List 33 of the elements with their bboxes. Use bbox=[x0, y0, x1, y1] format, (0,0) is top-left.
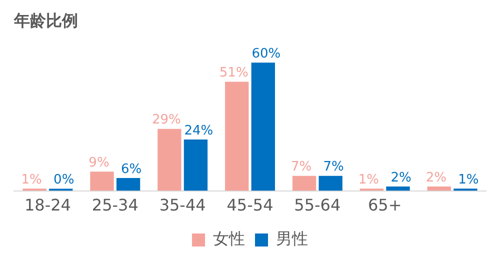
legend-label: 男性 bbox=[276, 229, 308, 248]
data-label: 1% bbox=[21, 172, 42, 188]
bar bbox=[427, 186, 451, 191]
data-label: 9% bbox=[88, 155, 110, 170]
bar bbox=[184, 140, 208, 191]
bar bbox=[90, 172, 114, 191]
legend-label: 女性 bbox=[213, 229, 245, 248]
bar bbox=[251, 62, 275, 191]
data-label: 51% bbox=[219, 66, 248, 81]
x-tick-label: 45-54 bbox=[226, 196, 274, 215]
data-label: 2% bbox=[390, 170, 412, 186]
data-label: 24% bbox=[184, 123, 214, 138]
x-tick-label: 65+ bbox=[368, 196, 402, 215]
data-label: 0% bbox=[54, 172, 74, 188]
data-label: 7% bbox=[323, 160, 344, 175]
bar bbox=[318, 176, 342, 191]
bar bbox=[225, 82, 249, 191]
data-label: 2% bbox=[426, 170, 446, 186]
data-label: 1% bbox=[358, 172, 380, 188]
bar bbox=[386, 186, 410, 191]
x-tick-label: 35-44 bbox=[159, 196, 206, 215]
data-label: 6% bbox=[120, 162, 142, 177]
x-tick-label: 25-34 bbox=[92, 196, 138, 215]
bar bbox=[116, 178, 140, 191]
data-label: 7% bbox=[290, 160, 312, 175]
x-tick-label: 55-64 bbox=[294, 196, 341, 215]
x-tick-label: 18-24 bbox=[24, 196, 71, 215]
data-label: 60% bbox=[252, 46, 281, 62]
bar bbox=[158, 128, 182, 191]
data-label: 1% bbox=[458, 172, 479, 188]
chart-title: 年龄比例 bbox=[13, 10, 78, 30]
bar bbox=[292, 176, 316, 191]
data-label: 29% bbox=[152, 112, 181, 128]
